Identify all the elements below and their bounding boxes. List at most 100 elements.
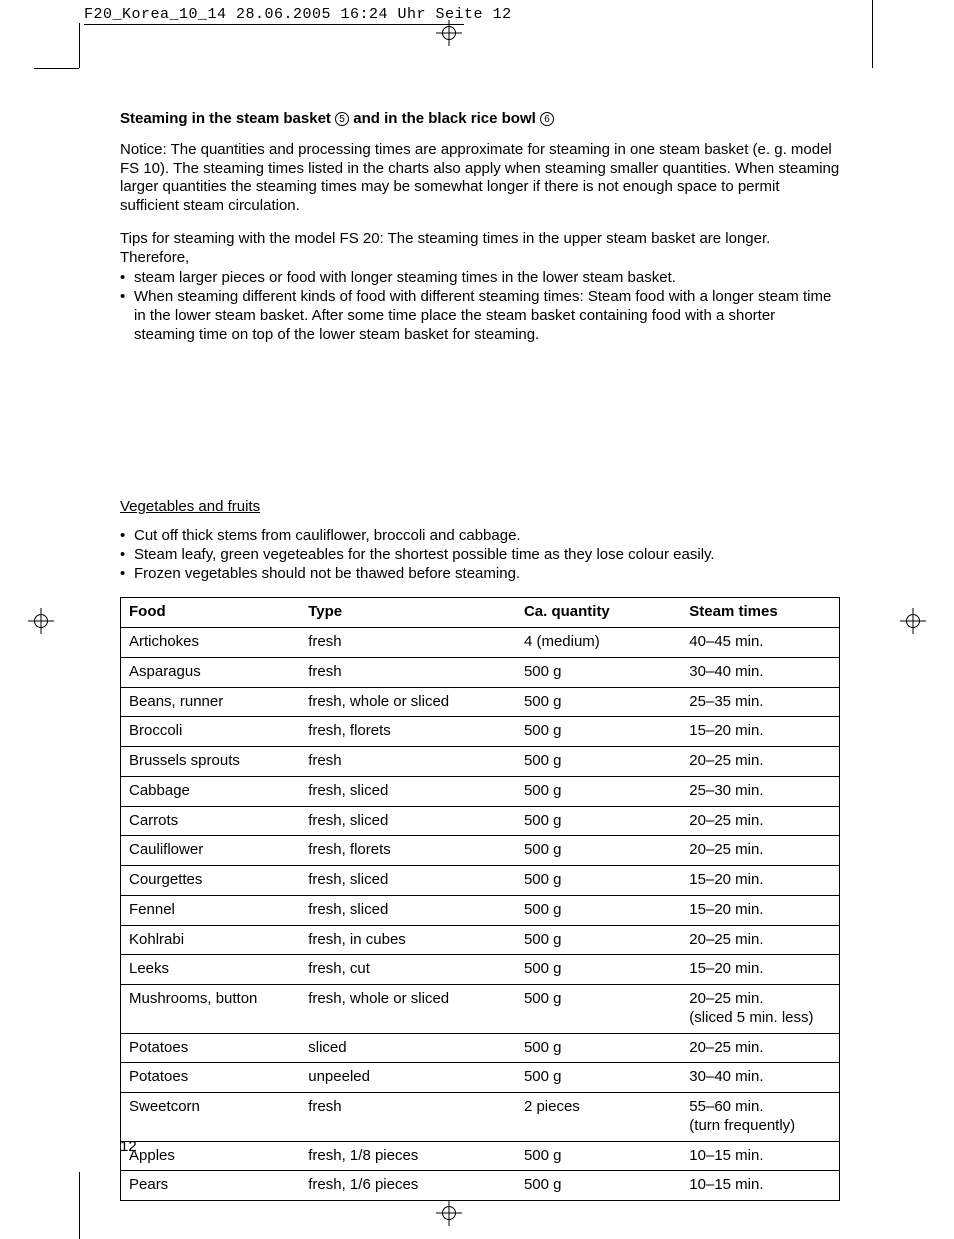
table-row: Sweetcornfresh2 pieces55–60 min.(turn fr… (121, 1093, 840, 1142)
circled-number-icon: 5 (335, 112, 349, 126)
table-cell: 500 g (516, 866, 681, 896)
table-row: Cabbagefresh, sliced500 g25–30 min. (121, 776, 840, 806)
vegetable-tips-list: •Cut off thick stems from cauliflower, b… (120, 527, 840, 583)
header-underline (84, 24, 464, 25)
table-cell: 15–20 min. (681, 895, 839, 925)
table-row: Cauliflowerfresh, florets500 g20–25 min. (121, 836, 840, 866)
table-cell: 30–40 min. (681, 1063, 839, 1093)
table-row: Fennelfresh, sliced500 g15–20 min. (121, 895, 840, 925)
section-heading: Steaming in the steam basket 5 and in th… (120, 110, 840, 129)
table-row: Applesfresh, 1/8 pieces500 g10–15 min. (121, 1141, 840, 1171)
table-cell: Courgettes (121, 866, 301, 896)
table-cell: 500 g (516, 955, 681, 985)
table-cell: fresh, 1/8 pieces (300, 1141, 516, 1171)
table-cell: fresh, whole or sliced (300, 687, 516, 717)
table-cell: Beans, runner (121, 687, 301, 717)
bullet-item: •Frozen vegetables should not be thawed … (120, 565, 840, 584)
table-cell: Fennel (121, 895, 301, 925)
table-row: Courgettesfresh, sliced500 g15–20 min. (121, 866, 840, 896)
table-cell: fresh, whole or sliced (300, 985, 516, 1034)
table-cell: fresh, sliced (300, 866, 516, 896)
table-cell: 25–35 min. (681, 687, 839, 717)
table-cell: 500 g (516, 1171, 681, 1201)
table-cell: Potatoes (121, 1033, 301, 1063)
table-cell: fresh, cut (300, 955, 516, 985)
circled-number-icon: 6 (540, 112, 554, 126)
table-cell: Apples (121, 1141, 301, 1171)
table-cell: 20–25 min. (681, 836, 839, 866)
table-row: Mushrooms, buttonfresh, whole or sliced5… (121, 985, 840, 1034)
table-header-cell: Steam times (681, 598, 839, 628)
heading-text: and in the black rice bowl (349, 110, 540, 127)
table-cell: Asparagus (121, 657, 301, 687)
table-cell: 500 g (516, 717, 681, 747)
table-cell: 20–25 min. (681, 806, 839, 836)
page-content: Steaming in the steam basket 5 and in th… (120, 110, 840, 1201)
table-cell: 20–25 min. (681, 747, 839, 777)
registration-mark-icon (28, 608, 54, 634)
bullet-icon: • (120, 269, 134, 288)
table-row: Pearsfresh, 1/6 pieces500 g10–15 min. (121, 1171, 840, 1201)
bullet-item: •Steam leafy, green vegeteables for the … (120, 546, 840, 565)
table-cell: 500 g (516, 1141, 681, 1171)
bullet-icon: • (120, 565, 134, 584)
table-cell: 15–20 min. (681, 955, 839, 985)
table-cell: fresh, sliced (300, 776, 516, 806)
table-cell: fresh (300, 1093, 516, 1142)
steaming-times-table: FoodTypeCa. quantitySteam times Artichok… (120, 597, 840, 1201)
bullet-text: steam larger pieces or food with longer … (134, 269, 676, 288)
table-row: Kohlrabifresh, in cubes500 g20–25 min. (121, 925, 840, 955)
table-cell: Brussels sprouts (121, 747, 301, 777)
table-cell: 15–20 min. (681, 866, 839, 896)
table-header-cell: Food (121, 598, 301, 628)
table-cell: 500 g (516, 806, 681, 836)
table-cell: 4 (medium) (516, 628, 681, 658)
table-cell: 500 g (516, 687, 681, 717)
heading-text: Steaming in the steam basket (120, 110, 335, 127)
table-cell: 10–15 min. (681, 1141, 839, 1171)
bullet-item: •When steaming different kinds of food w… (120, 288, 840, 344)
notice-paragraph: Notice: The quantities and processing ti… (120, 141, 840, 216)
table-row: Potatoessliced500 g20–25 min. (121, 1033, 840, 1063)
table-cell: 500 g (516, 895, 681, 925)
table-cell: 10–15 min. (681, 1171, 839, 1201)
table-row: Potatoesunpeeled500 g30–40 min. (121, 1063, 840, 1093)
registration-mark-icon (436, 1200, 462, 1226)
table-cell: 40–45 min. (681, 628, 839, 658)
table-cell: fresh, 1/6 pieces (300, 1171, 516, 1201)
table-cell: 500 g (516, 657, 681, 687)
table-row: Artichokesfresh4 (medium)40–45 min. (121, 628, 840, 658)
table-cell: 500 g (516, 1063, 681, 1093)
bullet-icon: • (120, 527, 134, 546)
bullet-text: When steaming different kinds of food wi… (134, 288, 840, 344)
table-cell: sliced (300, 1033, 516, 1063)
crop-mark (79, 23, 80, 68)
table-row: Carrotsfresh, sliced500 g20–25 min. (121, 806, 840, 836)
table-cell: Mushrooms, button (121, 985, 301, 1034)
table-cell: 500 g (516, 985, 681, 1034)
table-cell: fresh, sliced (300, 806, 516, 836)
bullet-icon: • (120, 288, 134, 344)
table-cell: 55–60 min.(turn frequently) (681, 1093, 839, 1142)
table-cell: 15–20 min. (681, 717, 839, 747)
table-cell: fresh, florets (300, 836, 516, 866)
page-number: 12 (120, 1138, 137, 1155)
table-cell: 500 g (516, 1033, 681, 1063)
tips-intro: Tips for steaming with the model FS 20: … (120, 230, 840, 268)
table-cell: fresh, in cubes (300, 925, 516, 955)
table-cell: Broccoli (121, 717, 301, 747)
table-header-cell: Type (300, 598, 516, 628)
table-cell: 500 g (516, 836, 681, 866)
bullet-icon: • (120, 546, 134, 565)
table-header-cell: Ca. quantity (516, 598, 681, 628)
table-row: Asparagusfresh500 g30–40 min. (121, 657, 840, 687)
table-cell: fresh (300, 747, 516, 777)
table-cell: 20–25 min. (681, 925, 839, 955)
table-row: Brussels sproutsfresh500 g20–25 min. (121, 747, 840, 777)
table-cell: 20–25 min.(sliced 5 min. less) (681, 985, 839, 1034)
table-cell: 30–40 min. (681, 657, 839, 687)
registration-mark-icon (436, 20, 462, 46)
table-cell: 500 g (516, 925, 681, 955)
registration-mark-icon (900, 608, 926, 634)
table-row: Broccolifresh, florets500 g15–20 min. (121, 717, 840, 747)
